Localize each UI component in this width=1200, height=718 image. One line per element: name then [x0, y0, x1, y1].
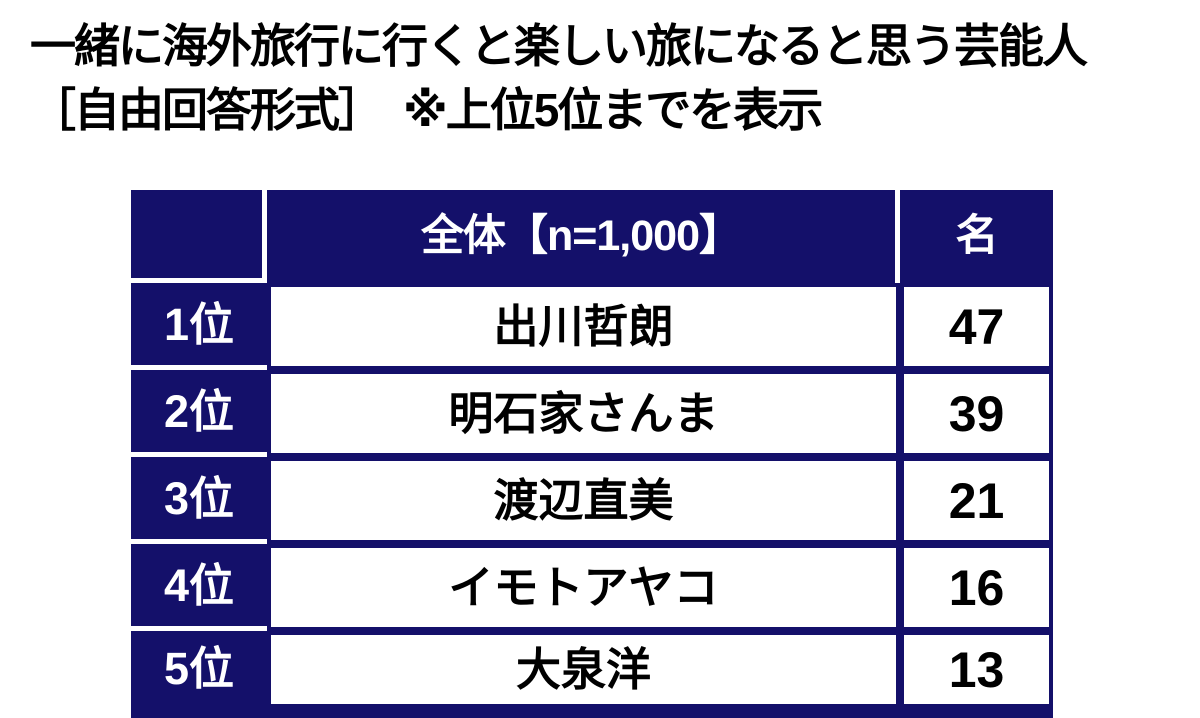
count-cell: 21 — [900, 457, 1053, 544]
name-cell: 出川哲朗 — [267, 283, 900, 370]
count-cell: 47 — [900, 283, 1053, 370]
rank-cell: 5位 — [131, 631, 267, 718]
title-line-2: ［自由回答形式］ ※上位5位までを表示 — [30, 84, 823, 137]
name-cell: イモトアヤコ — [267, 544, 900, 631]
page-title: 一緒に海外旅行に行くと楽しい旅になると思う芸能人 ［自由回答形式］ ※上位5位ま… — [30, 14, 1088, 143]
title-line-1: 一緒に海外旅行に行くと楽しい旅になると思う芸能人 — [30, 20, 1088, 72]
header-unit-cell: 名 — [900, 190, 1053, 283]
header-rank-cell — [131, 190, 267, 283]
count-cell: 13 — [900, 631, 1053, 718]
name-cell: 明石家さんま — [267, 370, 900, 457]
rank-cell: 1位 — [131, 283, 267, 370]
ranking-table: 全体【n=1,000】 名 1位 出川哲朗 47 2位 明石家さんま 39 3位… — [131, 190, 1053, 718]
name-cell: 大泉洋 — [267, 631, 900, 718]
rank-cell: 2位 — [131, 370, 267, 457]
rank-cell: 4位 — [131, 544, 267, 631]
header-group-cell: 全体【n=1,000】 — [267, 190, 900, 283]
rank-cell: 3位 — [131, 457, 267, 544]
count-cell: 16 — [900, 544, 1053, 631]
count-cell: 39 — [900, 370, 1053, 457]
name-cell: 渡辺直美 — [267, 457, 900, 544]
